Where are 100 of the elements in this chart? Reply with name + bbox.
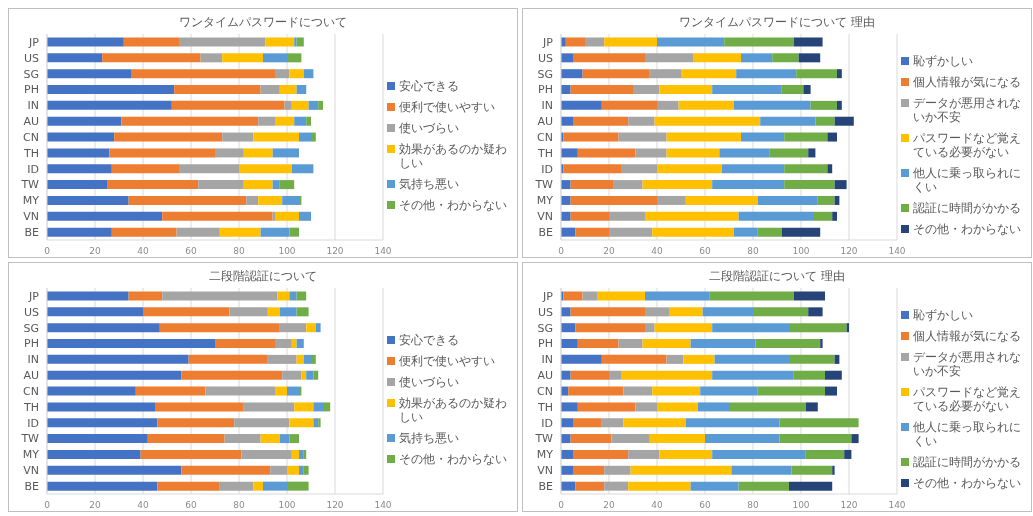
x-tick-label: 0	[44, 500, 51, 511]
y-tick-label: US	[23, 305, 39, 319]
legend-label: 個人情報が気になる	[913, 329, 1021, 343]
x-tick-label: 0	[558, 246, 565, 257]
chart-title: 二段階認証について 理由	[708, 268, 846, 285]
x-tick-label: 60	[699, 500, 711, 511]
y-tick-label: PH	[538, 337, 553, 351]
y-tick-label: TW	[20, 178, 40, 192]
legend-label: その他・わからない	[399, 451, 507, 466]
y-tick-label: BE	[24, 225, 40, 239]
x-tick-label: 140	[888, 500, 906, 511]
x-tick-label: 140	[374, 246, 392, 257]
legend-label: 認証に時間がかかる	[913, 201, 1021, 215]
y-tick-label: ID	[27, 162, 39, 176]
x-tick-label: 100	[278, 246, 296, 257]
y-tick-label: TW	[534, 178, 554, 192]
y-tick-label: TW	[534, 432, 554, 446]
legend-label: 使いづらい	[399, 374, 459, 389]
y-tick-label: TH	[23, 146, 39, 160]
y-tick-label: CN	[537, 130, 553, 144]
legend-label: 他人に乗っ取られにくい	[913, 166, 1022, 194]
x-tick-label: 40	[651, 500, 663, 511]
y-tick-label: AU	[537, 369, 553, 383]
y-tick-label: ID	[541, 162, 553, 176]
y-tick-label: SG	[537, 67, 553, 81]
x-tick-label: 40	[137, 500, 149, 511]
x-tick-label: 120	[326, 500, 344, 511]
legend-label: 効果があるのか疑わしい	[399, 141, 508, 170]
y-tick-label: US	[537, 51, 553, 65]
x-tick-label: 60	[185, 246, 197, 257]
chart-title: ワンタイムパスワードについて	[178, 14, 348, 31]
y-tick-label: PH	[24, 83, 39, 97]
legend-label: 気持ち悪い	[399, 430, 459, 445]
y-tick-label: JP	[28, 35, 40, 49]
x-tick-label: 120	[326, 246, 344, 257]
x-tick-label: 40	[137, 246, 149, 257]
y-tick-label: TH	[537, 146, 553, 160]
y-tick-label: IN	[541, 353, 553, 367]
y-tick-label: CN	[23, 384, 39, 398]
x-tick-label: 100	[278, 500, 296, 511]
y-tick-label: JP	[28, 289, 40, 303]
y-tick-label: BE	[538, 225, 554, 239]
y-tick-label: SG	[537, 321, 553, 335]
y-tick-label: IN	[27, 99, 39, 113]
x-tick-label: 20	[89, 500, 101, 511]
x-tick-label: 20	[603, 500, 615, 511]
y-tick-label: AU	[537, 115, 553, 129]
y-tick-label: VN	[537, 464, 553, 478]
legend-label: データが悪用されないか不安	[913, 350, 1022, 378]
x-tick-label: 0	[558, 500, 565, 511]
x-tick-label: 80	[747, 500, 759, 511]
x-tick-label: 40	[651, 246, 663, 257]
x-tick-label: 80	[233, 500, 245, 511]
y-tick-label: TH	[23, 400, 39, 414]
y-tick-label: TH	[537, 400, 553, 414]
legend-label: パスワードなど覚えている必要がない	[913, 385, 1022, 413]
legend-label: 恥ずかしい	[913, 308, 973, 322]
y-tick-label: CN	[23, 130, 39, 144]
legend-label: その他・わからない	[913, 476, 1021, 490]
y-tick-label: ID	[27, 416, 39, 430]
legend-label: 安心できる	[399, 332, 459, 347]
x-tick-label: 80	[233, 246, 245, 257]
x-tick-label: 0	[44, 246, 51, 257]
y-tick-label: US	[537, 305, 553, 319]
y-tick-label: VN	[23, 210, 39, 224]
y-tick-label: VN	[23, 464, 39, 478]
y-tick-label: MY	[22, 194, 40, 208]
legend-label: 効果があるのか疑わしい	[399, 395, 508, 424]
y-tick-label: MY	[536, 194, 554, 208]
legend-label: パスワードなど覚えている必要がない	[913, 131, 1022, 159]
legend-label: その他・わからない	[913, 222, 1021, 236]
y-tick-label: CN	[537, 384, 553, 398]
y-tick-label: VN	[537, 210, 553, 224]
y-tick-label: IN	[27, 353, 39, 367]
x-tick-label: 140	[374, 500, 392, 511]
legend-label: 認証に時間がかかる	[913, 455, 1021, 469]
legend-label: 使いづらい	[399, 120, 459, 135]
y-tick-label: AU	[23, 115, 39, 129]
legend-label: 恥ずかしい	[913, 54, 973, 68]
legend-label: 個人情報が気になる	[913, 75, 1021, 89]
x-tick-label: 100	[792, 246, 810, 257]
y-tick-label: SG	[23, 321, 39, 335]
y-tick-label: JP	[542, 35, 554, 49]
x-tick-label: 60	[185, 500, 197, 511]
x-tick-label: 80	[747, 246, 759, 257]
x-tick-label: 20	[603, 246, 615, 257]
legend-label: 安心できる	[399, 78, 459, 93]
legend-label: 便利で使いやすい	[399, 99, 495, 114]
legend-label: その他・わからない	[399, 197, 507, 212]
y-tick-label: JP	[542, 289, 554, 303]
x-tick-label: 100	[792, 500, 810, 511]
y-tick-label: AU	[23, 369, 39, 383]
x-tick-label: 120	[840, 500, 858, 511]
x-tick-label: 60	[699, 246, 711, 257]
legend-label: 便利で使いやすい	[399, 353, 495, 368]
legend-label: 気持ち悪い	[399, 176, 459, 191]
y-tick-label: MY	[536, 448, 554, 462]
legend-label: 他人に乗っ取られにくい	[913, 420, 1022, 448]
x-tick-label: 120	[840, 246, 858, 257]
x-tick-label: 140	[888, 246, 906, 257]
